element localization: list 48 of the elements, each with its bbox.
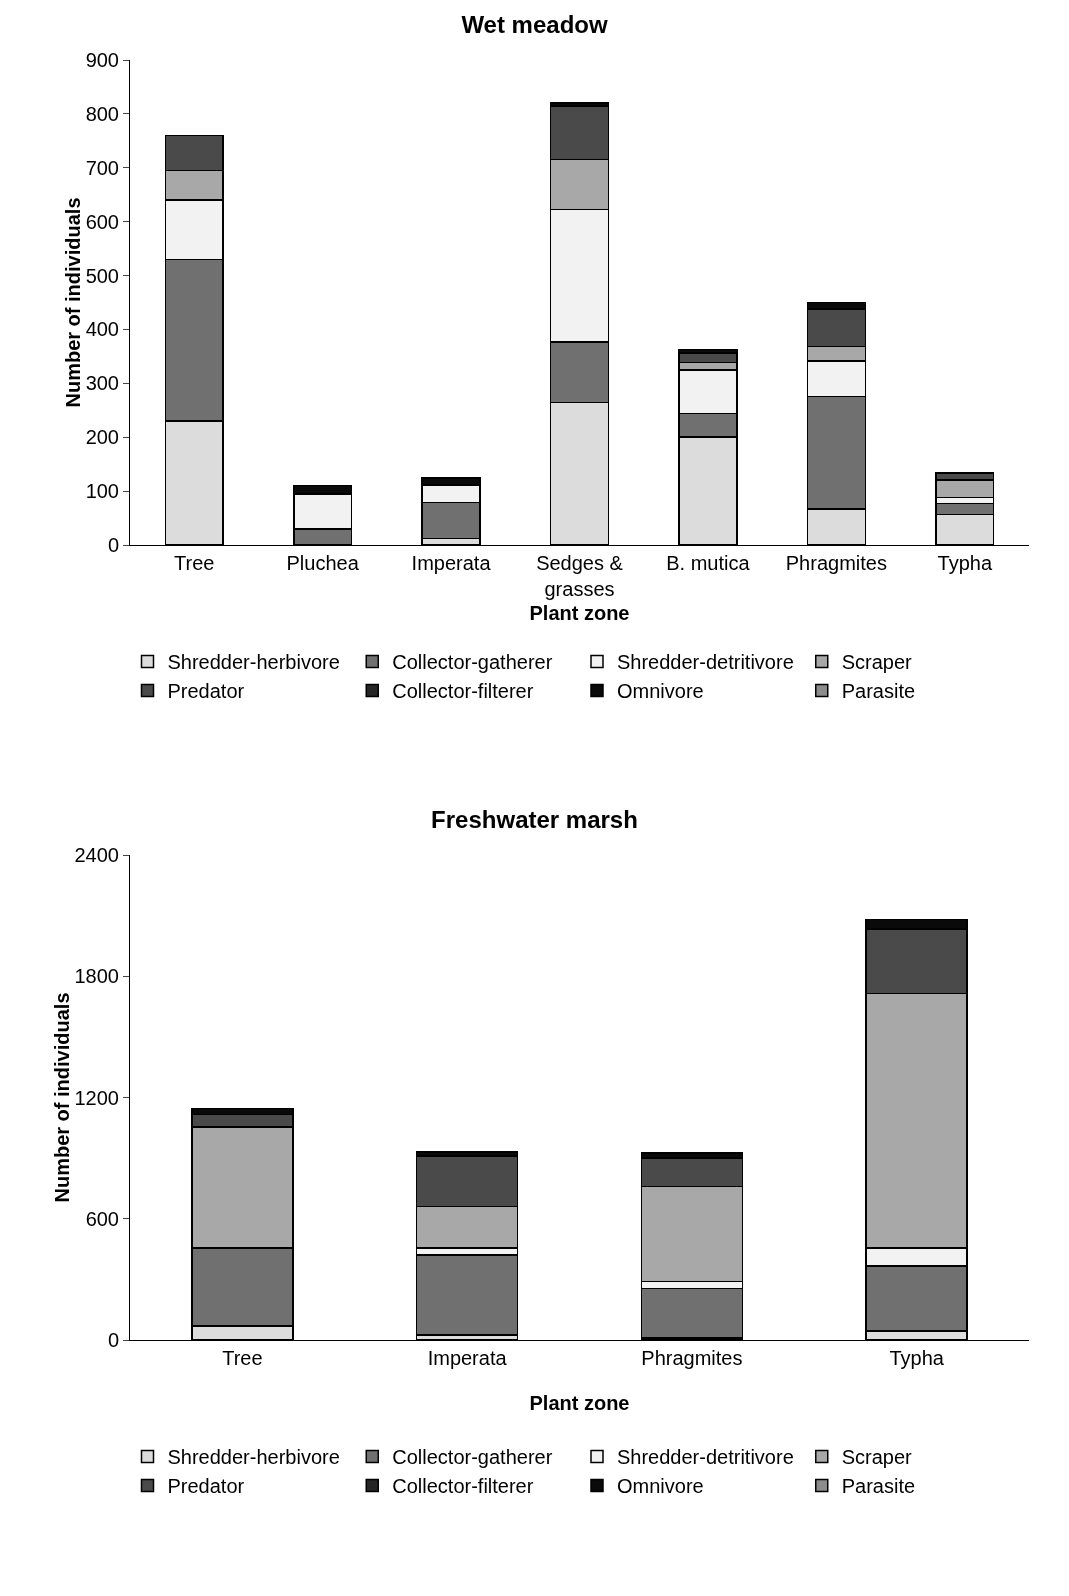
chart-title: Wet meadow (461, 10, 608, 38)
legend-label: Shredder-herbivore (167, 651, 340, 674)
x-tick-label: B. mutica (666, 552, 751, 574)
x-tick-label: Phragmites (785, 552, 887, 574)
x-tick-label: Pluchea (286, 552, 360, 574)
x-tick-label: Tree (174, 552, 215, 574)
y-axis-title: Number of individuals (61, 197, 84, 408)
y-tick-label: 600 (85, 1207, 119, 1230)
y-tick-label: 1200 (74, 1086, 119, 1109)
legend-label: Omnivore (617, 1475, 704, 1498)
x-tick-label: Typha (937, 552, 993, 574)
legend-label: Collector-gatherer (392, 1446, 553, 1469)
x-tick-label: Tree (222, 1347, 263, 1369)
y-tick-label: 600 (85, 210, 119, 233)
legend-label: Shredder-detritivore (617, 1446, 794, 1469)
x-tick-label: Imperata (411, 552, 492, 574)
legend-label: Collector-gatherer (392, 651, 553, 674)
y-tick-label: 400 (85, 318, 119, 341)
legend-label: Scraper (841, 1446, 913, 1469)
legend-label: Scraper (841, 651, 913, 674)
y-tick-label: 700 (85, 156, 119, 179)
x-axis-title: Plant zone (529, 1392, 630, 1414)
legend-label: Predator (167, 680, 245, 703)
chart-title: Freshwater marsh (431, 805, 638, 833)
x-tick-label: Sedges & grasses (536, 552, 624, 600)
y-tick-label: 300 (85, 372, 119, 395)
legend-label: Parasite (841, 680, 916, 703)
legend-label: Predator (167, 1475, 245, 1498)
y-tick-label: 1800 (74, 965, 119, 988)
legend-label: Collector-filterer (392, 1475, 534, 1498)
x-tick-label: Phragmites (641, 1347, 743, 1369)
y-tick-label: 0 (107, 1329, 119, 1351)
legend-label: Omnivore (617, 680, 704, 703)
legend-label: Shredder-herbivore (167, 1446, 340, 1469)
y-tick-label: 800 (85, 102, 119, 125)
legend-label: Shredder-detritivore (617, 651, 794, 674)
y-tick-label: 100 (85, 480, 119, 503)
x-axis-title: Plant zone (529, 602, 630, 624)
x-tick-label: Imperata (427, 1347, 508, 1369)
y-tick-label: 2400 (74, 844, 119, 866)
legend-label: Collector-filterer (392, 680, 534, 703)
y-tick-label: 0 (107, 534, 119, 556)
legend-label: Parasite (841, 1475, 916, 1498)
x-tick-label: Typha (889, 1347, 945, 1369)
y-tick-label: 900 (85, 49, 119, 71)
y-axis-title: Number of individuals (50, 992, 73, 1203)
y-tick-label: 200 (85, 426, 119, 449)
y-tick-label: 500 (85, 264, 119, 287)
